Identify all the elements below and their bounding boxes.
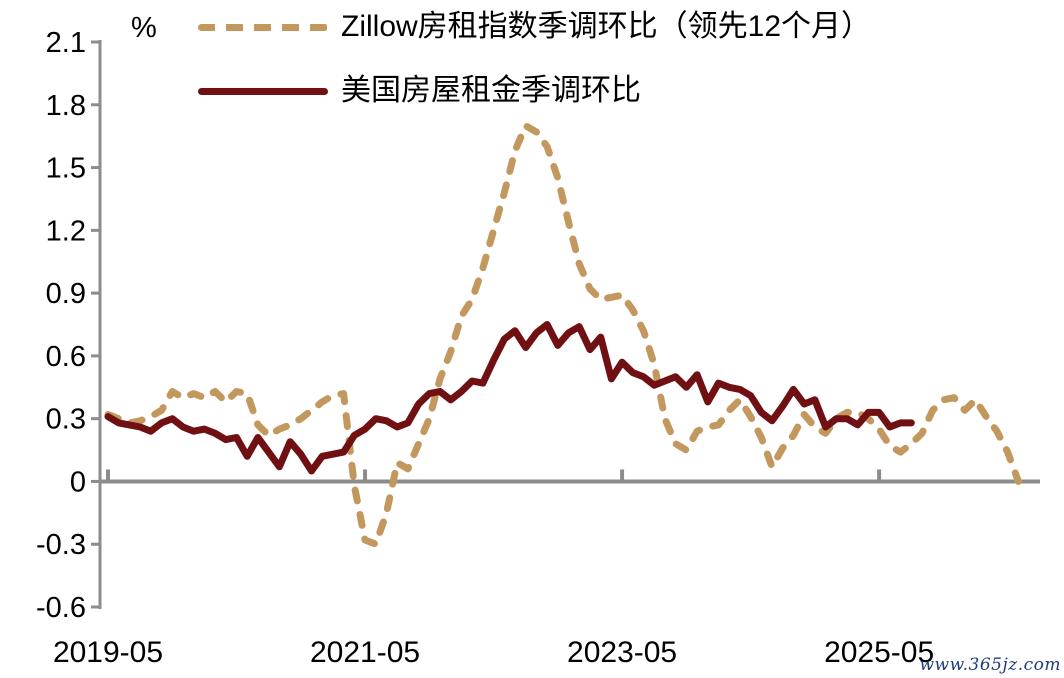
y-tick-label: 0.9 — [46, 278, 86, 310]
legend: Zillow房租指数季调环比（领先12个月） 美国房屋租金季调环比 — [198, 8, 871, 136]
legend-dashed-line-swatch — [198, 23, 328, 31]
y-tick-label: 0 — [70, 466, 86, 498]
legend-item-us-rent: 美国房屋租金季调环比 — [198, 72, 871, 110]
x-tick-label: 2021-05 — [310, 636, 420, 669]
y-tick-label: 0.3 — [46, 404, 86, 436]
series-us-rent-line — [104, 321, 915, 475]
x-tick-label: 2019-05 — [53, 636, 163, 669]
y-tick-label: -0.6 — [36, 592, 86, 624]
legend-solid-line-swatch — [198, 87, 328, 95]
x-tick-label: 2025-05 — [824, 636, 934, 669]
y-tick-label: 0.6 — [46, 341, 86, 373]
legend-item-zillow-label: Zillow房租指数季调环比（领先12个月） — [341, 10, 872, 43]
watermark: www.365jz.com — [919, 655, 1061, 675]
y-axis-unit-label: % — [131, 12, 157, 44]
y-tick-label: 1.2 — [46, 215, 86, 247]
y-tick-label: 1.8 — [46, 90, 86, 122]
y-tick-label: -0.3 — [36, 529, 86, 561]
y-tick-label: 1.5 — [46, 153, 86, 185]
x-tick-label: 2023-05 — [567, 636, 677, 669]
legend-item-zillow: Zillow房租指数季调环比（领先12个月） — [198, 8, 871, 46]
legend-item-us-rent-label: 美国房屋租金季调环比 — [341, 74, 641, 107]
y-tick-label: 2.1 — [46, 27, 86, 59]
